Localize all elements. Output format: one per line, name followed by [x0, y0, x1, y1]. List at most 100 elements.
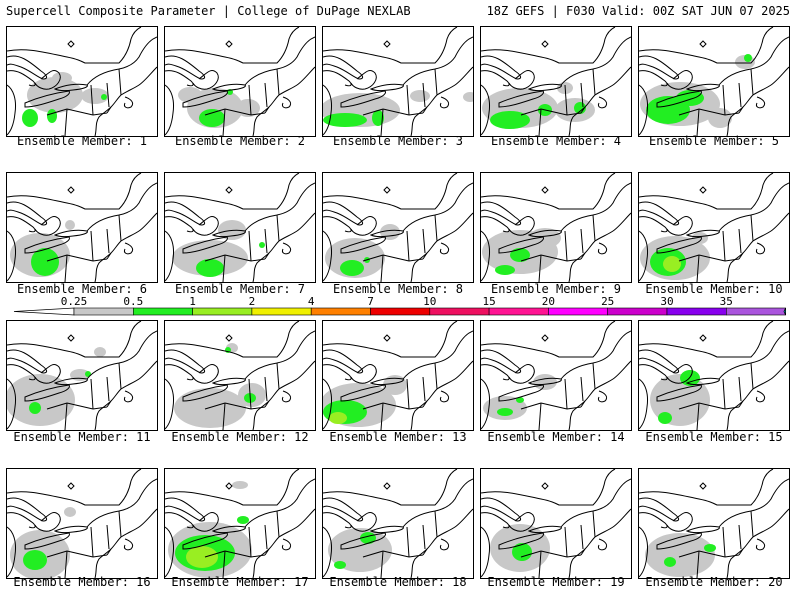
legend-swatch — [666, 307, 727, 316]
map-panel — [480, 26, 632, 137]
map-panel — [6, 26, 158, 137]
ensemble-member-label: Ensemble Member: 1 — [16, 134, 148, 148]
map-panel — [6, 172, 158, 283]
scp-contour — [516, 397, 524, 403]
scp-contour — [22, 109, 38, 127]
scp-contour — [663, 256, 681, 272]
legend-tick-label: 4 — [308, 296, 315, 308]
map-panel — [6, 320, 158, 431]
map-canvas — [639, 321, 789, 430]
ensemble-member-label: Ensemble Member: 11 — [13, 430, 151, 444]
map-panel — [322, 320, 474, 431]
ensemble-member-label: Ensemble Member: 12 — [171, 430, 309, 444]
map-panel — [164, 26, 316, 137]
legend-tick-label: 10 — [423, 296, 436, 308]
map-panel — [322, 172, 474, 283]
ensemble-member-label: Ensemble Member: 19 — [487, 575, 625, 589]
ensemble-member-label: Ensemble Member: 18 — [329, 575, 467, 589]
legend-swatch — [607, 307, 668, 316]
scp-contour — [704, 544, 716, 552]
legend-swatch — [548, 307, 609, 316]
ensemble-member-label: Ensemble Member: 4 — [490, 134, 622, 148]
map-panel — [638, 172, 790, 283]
legend-swatch — [192, 307, 253, 316]
map-canvas — [165, 321, 315, 430]
scp-contour — [65, 220, 75, 230]
scp-contour — [85, 371, 91, 377]
legend-tick-label: 1 — [189, 296, 196, 308]
scp-contour — [27, 77, 83, 113]
map-canvas — [165, 469, 315, 578]
scp-contour — [31, 248, 59, 276]
map-canvas — [323, 173, 473, 282]
legend-under-arrow — [13, 307, 75, 316]
scp-contour — [186, 546, 218, 568]
map-panel — [480, 320, 632, 431]
map-panel — [638, 26, 790, 137]
legend-tick-label: 0.25 — [61, 296, 88, 308]
map-canvas — [639, 469, 789, 578]
legend-tick-label: 2 — [249, 296, 256, 308]
scp-contour — [744, 54, 752, 62]
legend-swatch — [73, 307, 134, 316]
legend-tick-label: 20 — [542, 296, 555, 308]
scp-contour — [172, 240, 248, 276]
scp-contour — [410, 90, 430, 102]
map-canvas — [7, 173, 157, 282]
scp-contour — [64, 507, 76, 517]
map-panel — [322, 468, 474, 579]
ensemble-member-label: Ensemble Member: 10 — [645, 282, 783, 296]
scp-contour — [237, 516, 249, 524]
map-canvas — [7, 469, 157, 578]
ensemble-member-label: Ensemble Member: 9 — [490, 282, 622, 296]
legend-swatch — [429, 307, 490, 316]
legend-tick-label: 7 — [367, 296, 374, 308]
scp-contour — [497, 408, 513, 416]
scp-contour — [340, 260, 364, 276]
ensemble-member-label: Ensemble Member: 6 — [16, 282, 148, 296]
scp-contour — [196, 259, 224, 277]
map-canvas — [323, 321, 473, 430]
map-canvas — [165, 27, 315, 136]
scp-contour — [23, 550, 47, 570]
map-canvas — [323, 27, 473, 136]
map-panel — [164, 172, 316, 283]
legend-swatch — [725, 307, 786, 316]
map-canvas — [481, 27, 631, 136]
scp-contour — [323, 113, 367, 127]
ensemble-member-label: Ensemble Member: 16 — [13, 575, 151, 589]
legend-swatch — [488, 307, 549, 316]
scp-contour — [372, 110, 384, 126]
ensemble-member-label: Ensemble Member: 2 — [174, 134, 306, 148]
map-canvas — [7, 27, 157, 136]
ensemble-member-label: Ensemble Member: 15 — [645, 430, 783, 444]
ensemble-member-label: Ensemble Member: 3 — [332, 134, 464, 148]
legend-tick-label: 30 — [660, 296, 673, 308]
scp-contour — [259, 242, 265, 248]
legend-tick-label: 35 — [720, 296, 733, 308]
map-canvas — [639, 27, 789, 136]
ensemble-member-label: Ensemble Member: 5 — [648, 134, 780, 148]
ensemble-member-label: Ensemble Member: 14 — [487, 430, 625, 444]
scp-contour — [664, 557, 676, 567]
legend-swatch — [133, 307, 193, 316]
map-panel — [322, 26, 474, 137]
scp-contour — [29, 402, 41, 414]
scp-contour — [47, 109, 57, 123]
scp-contour — [52, 72, 72, 84]
scp-contour — [94, 347, 106, 357]
legend-over-arrow — [783, 307, 786, 316]
scp-contour — [708, 108, 732, 128]
ensemble-member-label: Ensemble Member: 20 — [645, 575, 783, 589]
ensemble-member-label: Ensemble Member: 13 — [329, 430, 467, 444]
legend-swatch — [310, 307, 371, 316]
legend-swatch — [251, 307, 312, 316]
map-canvas — [323, 469, 473, 578]
scp-contour — [329, 412, 347, 424]
scp-contour — [510, 248, 530, 262]
legend-tick-label: 15 — [482, 296, 495, 308]
scp-contour — [692, 232, 708, 244]
scp-contour — [490, 111, 530, 129]
map-canvas — [639, 173, 789, 282]
map-panel — [480, 468, 632, 579]
